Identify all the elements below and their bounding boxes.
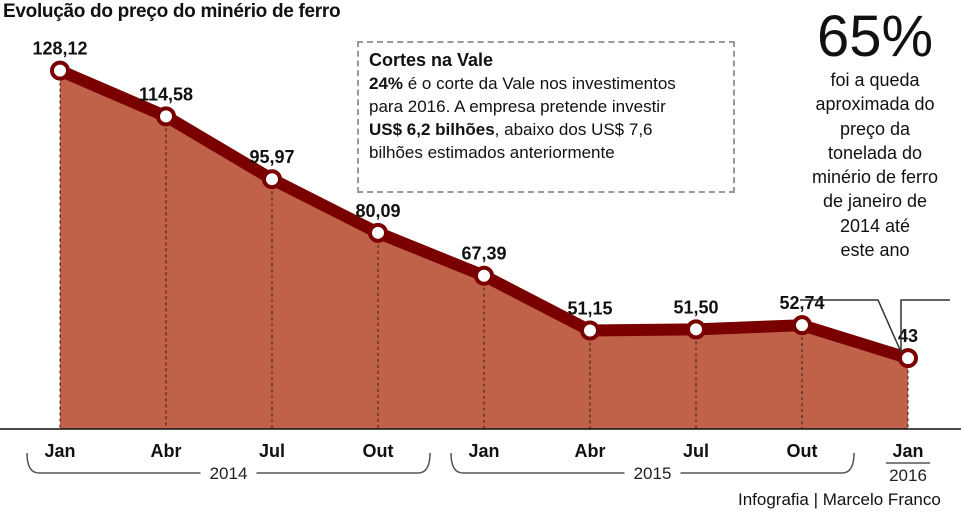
data-point [580,320,600,341]
data-label: 43 [898,326,918,346]
drop-line: este ano [840,240,910,261]
data-point [474,265,494,286]
year-label: 2016 [889,466,927,485]
tick-label: Jul [259,441,285,461]
info-box-line-2: para 2016. A empresa pretende investir [369,97,666,116]
year-brace-right [680,452,855,474]
info-box-line-4: bilhões estimados anteriormente [369,143,615,162]
data-label: 52,74 [779,293,824,313]
tick-label: Out [363,441,394,461]
year-label: 2015 [634,464,672,483]
data-point [262,169,282,190]
data-label: 51,50 [673,297,718,317]
year-brace-left [450,452,625,474]
data-point [792,315,812,336]
data-label: 95,97 [249,147,294,167]
data-point [156,106,176,127]
drop-line: de janeiro de [822,191,928,212]
data-label: 114,58 [139,84,193,104]
drop-line: preço da [839,118,911,139]
data-label: 128,12 [32,39,87,59]
year-label: 2014 [210,464,248,483]
tick-label: Abr [151,441,182,461]
investment-amount: US$ 6,2 bilhões [369,120,495,139]
drop-line: tonelada do [827,142,923,163]
data-point [50,60,70,81]
drop-percent: 65% [816,4,934,69]
year-brace-left [26,452,201,474]
drop-line: foi a queda [830,70,920,90]
info-box-heading: Cortes na Vale [369,50,494,70]
tick-label: Out [787,441,818,461]
chart-title: Evolução do preço do minério de ferro [3,1,341,22]
drop-line: aproximada do [815,94,935,115]
year-brace-right [256,452,431,474]
tick-label: Jan [468,441,499,461]
data-point [898,348,918,369]
tick-label: Jan [44,441,75,461]
drop-line: minério de ferro [811,167,939,188]
data-label: 67,39 [461,244,506,264]
tick-label: Jul [683,441,709,461]
data-label: 80,09 [355,201,400,221]
info-box-text-3: , abaixo dos US$ 7,6 [494,120,653,139]
data-point [686,319,706,340]
cut-percent: 24% [369,74,404,93]
area-fill [60,70,908,430]
info-box-line-1: 24% é o corte da Vale nos investimentos [369,72,723,95]
data-label: 51,15 [567,299,612,319]
info-box-line-3: US$ 6,2 bilhões, abaixo dos US$ 7,6 [369,118,723,141]
tick-label: Abr [575,441,606,461]
info-box-text-1: é o corte da Vale nos investimentos [403,74,676,93]
tick-label: Jan [892,441,923,461]
drop-description: foi a queda aproximada do preço da tonel… [775,68,961,262]
callout-pointer [800,299,950,353]
drop-line: 2014 até [839,215,911,236]
info-box: Cortes na Vale 24% é o corte da Vale nos… [357,41,735,193]
data-point [368,222,388,243]
credit: Infografia | Marcelo Franco [738,490,941,509]
